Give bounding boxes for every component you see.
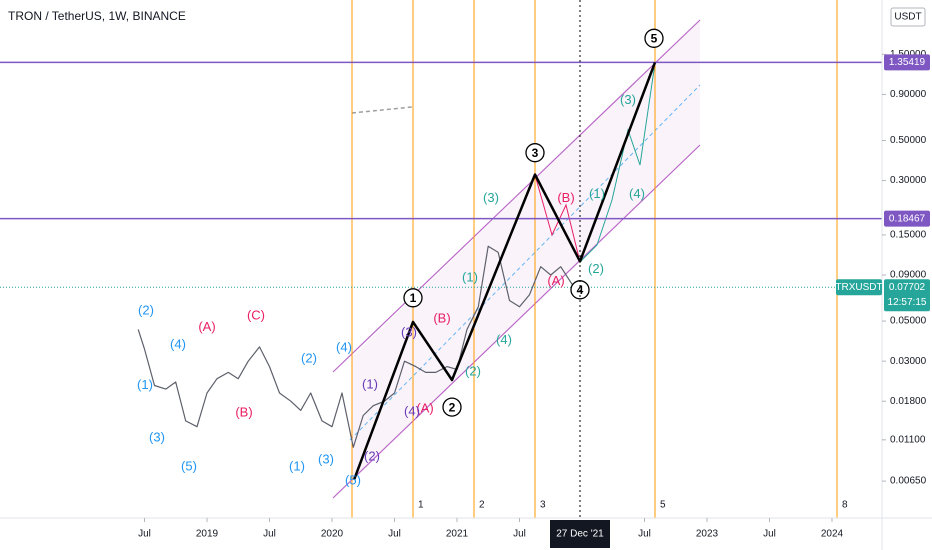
currency-box[interactable] [890, 7, 926, 27]
x-tick-label: 2023 [696, 529, 719, 540]
series-line [352, 61, 657, 481]
wave-label: (2) [465, 363, 481, 378]
channel-upper [332, 19, 701, 373]
y-tick-label: 0.30000 [890, 175, 927, 186]
wave-label: 4 [577, 283, 584, 297]
wave-label: 5 [651, 32, 658, 46]
x-tick-label: 2020 [321, 529, 344, 540]
wave-label: (4) [170, 336, 186, 351]
wave-label: (2) [138, 302, 154, 317]
crosshair-label: 27 Dec '21 [556, 529, 604, 540]
wave-label: (1) [289, 458, 305, 473]
price-label: 0.18467 [889, 213, 926, 224]
currency[interactable]: USDT [894, 12, 921, 23]
wave-label: 3 [532, 146, 539, 160]
symbol-label: TRXUSDT [835, 282, 882, 293]
wave-label: (2) [588, 261, 604, 276]
wave-label: (C) [247, 307, 265, 322]
wave-label: (4) [404, 403, 420, 418]
wave-label: (A) [547, 273, 564, 288]
wave-label: (5) [181, 458, 197, 473]
x-tick-label: 2019 [196, 529, 219, 540]
projection [579, 62, 656, 263]
last-price: 0.07702 [889, 282, 926, 293]
x-tick-label: Jul [263, 529, 276, 540]
wave-label: (1) [362, 377, 378, 392]
channel-fill [352, 20, 700, 480]
countdown: 12:57:15 [888, 297, 927, 308]
wave-label: (4) [336, 339, 352, 354]
wave-label: 2 [449, 400, 456, 414]
wave-label: (5) [345, 473, 361, 488]
wave-label: (4) [496, 332, 512, 347]
x-tick-label: Jul [763, 529, 776, 540]
y-tick-label: 0.01100 [890, 434, 926, 445]
x-tick-label: Jul [638, 529, 651, 540]
wave-label: (3) [483, 190, 499, 205]
y-tick-label: 0.50000 [890, 135, 927, 146]
x-tick-label: 2021 [446, 529, 469, 540]
wave-label: (B) [433, 310, 450, 325]
channel-mid [349, 84, 701, 441]
price-label-box [884, 54, 930, 71]
y-tick-label: 0.09000 [890, 270, 927, 281]
x-tick-label: Jul [388, 529, 401, 540]
wave-circle [403, 288, 423, 308]
wave-circle [644, 28, 664, 48]
time-zone-label: 8 [842, 500, 848, 511]
price-label: 1.35419 [889, 57, 926, 68]
wave-label: (2) [364, 448, 380, 463]
y-tick-label: 0.00650 [890, 476, 927, 487]
wave-label: (1) [137, 377, 153, 392]
time-zone-label: 2 [479, 500, 485, 511]
chart-title: TRON / TetherUS, 1W, BINANCE [8, 9, 186, 23]
wave-label: (A) [198, 319, 215, 334]
x-tick-label: Jul [138, 529, 151, 540]
wave-label: (1) [589, 186, 605, 201]
y-tick-label: 0.05000 [890, 316, 927, 327]
plot: 1 2 3 5 8 (2) (4) (1) (3) (5) (1) (2) (3) (4) (5) (A) (C… [0, 0, 882, 518]
y-tick-label: 0.90000 [890, 89, 927, 100]
wave-label: (B) [557, 190, 574, 205]
wave-label: 1 [410, 291, 417, 305]
y-tick-label: 0.01800 [890, 396, 927, 407]
wave-label: (1) [462, 269, 478, 284]
x-tick-label: 2024 [821, 529, 844, 540]
series-line [137, 245, 583, 448]
crosshair-box [550, 520, 610, 548]
wave-label: (3) [401, 324, 417, 339]
wave-label: (3) [620, 92, 636, 107]
price-label-box [884, 210, 930, 227]
wave-label: (B) [235, 404, 252, 419]
channel-lower [332, 144, 701, 499]
time-zone-label: 5 [660, 500, 666, 511]
x-tick-label: Jul [513, 529, 526, 540]
y-tick-label: 0.15000 [890, 230, 927, 241]
last-price-box [884, 279, 930, 312]
wave-circle [525, 143, 545, 163]
symbol-box [836, 279, 882, 296]
wave-label: (4) [629, 186, 645, 201]
wave-label: (3) [318, 451, 334, 466]
y-tick-label: 0.03000 [890, 356, 927, 367]
time-zone-label: 1 [418, 500, 424, 511]
dashed-note [351, 106, 413, 114]
wave-label: (2) [301, 350, 317, 365]
wave-circle [442, 397, 462, 417]
wave-label: (A) [416, 400, 433, 415]
wave-label: (3) [149, 429, 165, 444]
time-zone-label: 3 [540, 500, 546, 511]
